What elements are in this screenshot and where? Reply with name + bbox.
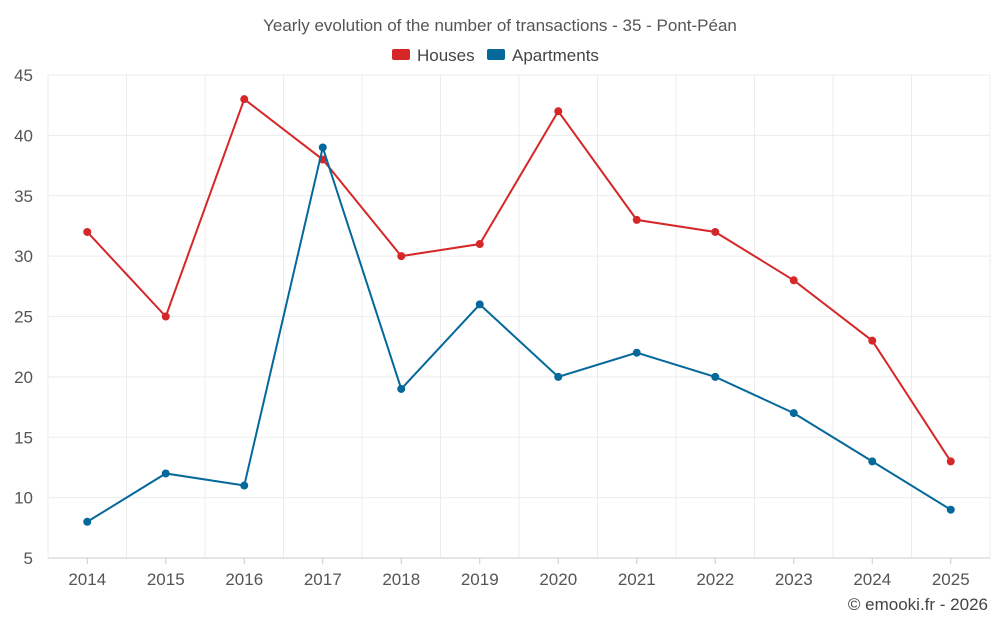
series-apartments: Apartments 2014: 8 Apartments 2015: 12 Apa… [83,143,955,526]
legend-swatch-houses [392,49,410,60]
y-tick-label: 25 [14,308,33,327]
data-point-houses[interactable]: Houses 2016: 43 [240,95,249,104]
data-point-apartments[interactable]: Apartments 2017: 39 [318,143,327,152]
x-tick-label: 2022 [696,570,734,589]
data-point-apartments[interactable]: Apartments 2024: 13 [868,457,877,466]
legend-label-houses: Houses [417,46,475,65]
x-tick-label: 2025 [932,570,970,589]
data-point-apartments[interactable]: Apartments 2023: 17 [789,409,798,418]
data-point-apartments[interactable]: Apartments 2018: 19 [397,384,406,393]
data-point-houses[interactable]: Houses 2022: 32 [711,227,720,236]
data-point-houses[interactable]: Houses 2024: 23 [868,336,877,345]
data-point-houses[interactable]: Houses 2015: 25 [161,312,170,321]
y-tick-label: 30 [14,247,33,266]
x-tick-label: 2015 [147,570,185,589]
data-point-apartments[interactable]: Apartments 2014: 8 [83,517,92,526]
series-line-houses [86,97,952,462]
legend-label-apartments: Apartments [512,46,599,65]
data-point-houses[interactable]: Houses 2025: 13 [946,457,955,466]
data-point-houses[interactable]: Houses 2014: 32 [83,227,92,236]
chart-title: Yearly evolution of the number of transa… [263,16,737,35]
data-point-apartments[interactable]: Apartments 2022: 20 [711,372,720,381]
legend-item-houses[interactable]: Houses [392,46,475,65]
data-point-houses[interactable]: Houses 2021: 33 [632,215,641,224]
legend-item-apartments[interactable]: Apartments [487,46,599,65]
x-tick-label: 2020 [539,570,577,589]
y-tick-label: 20 [14,368,33,387]
series-line-apartments [86,143,952,523]
y-tick-label: 15 [14,428,33,447]
legend: Houses Apartments [392,46,599,65]
data-point-apartments[interactable]: Apartments 2015: 12 [161,469,170,478]
x-tick-label: 2021 [618,570,656,589]
series: Houses 2014: 32 Houses 2015: 25 Houses 201… [83,95,955,526]
y-tick-label: 45 [14,66,33,85]
data-point-apartments[interactable]: Apartments 2019: 26 [475,300,484,309]
data-point-houses[interactable]: Houses 2023: 28 [789,276,798,285]
y-tick-label: 35 [14,187,33,206]
grid [47,74,991,558]
legend-swatch-apartments [487,49,505,60]
y-tick-label: 5 [24,549,33,568]
credit-text: © emooki.fr - 2026 [848,595,988,614]
x-tick-label: 2016 [225,570,263,589]
data-point-apartments[interactable]: Apartments 2016: 11 [240,481,249,490]
data-point-houses[interactable]: Houses 2018: 30 [397,252,406,261]
data-point-apartments[interactable]: Apartments 2025: 9 [946,505,955,514]
data-point-houses[interactable]: Houses 2020: 42 [554,107,563,116]
y-tick-label: 40 [14,126,33,145]
x-tick-label: 2014 [68,570,106,589]
series-houses: Houses 2014: 32 Houses 2015: 25 Houses 201… [83,95,955,466]
data-point-houses[interactable]: Houses 2019: 31 [475,240,484,249]
data-point-apartments[interactable]: Apartments 2021: 22 [632,348,641,357]
data-point-apartments[interactable]: Apartments 2020: 20 [554,372,563,381]
x-tick-label: 2023 [775,570,813,589]
x-tick-label: 2017 [304,570,342,589]
x-tick-label: 2018 [382,570,420,589]
y-tick-label: 10 [14,489,33,508]
x-tick-label: 2019 [461,570,499,589]
x-tick-label: 2024 [853,570,891,589]
